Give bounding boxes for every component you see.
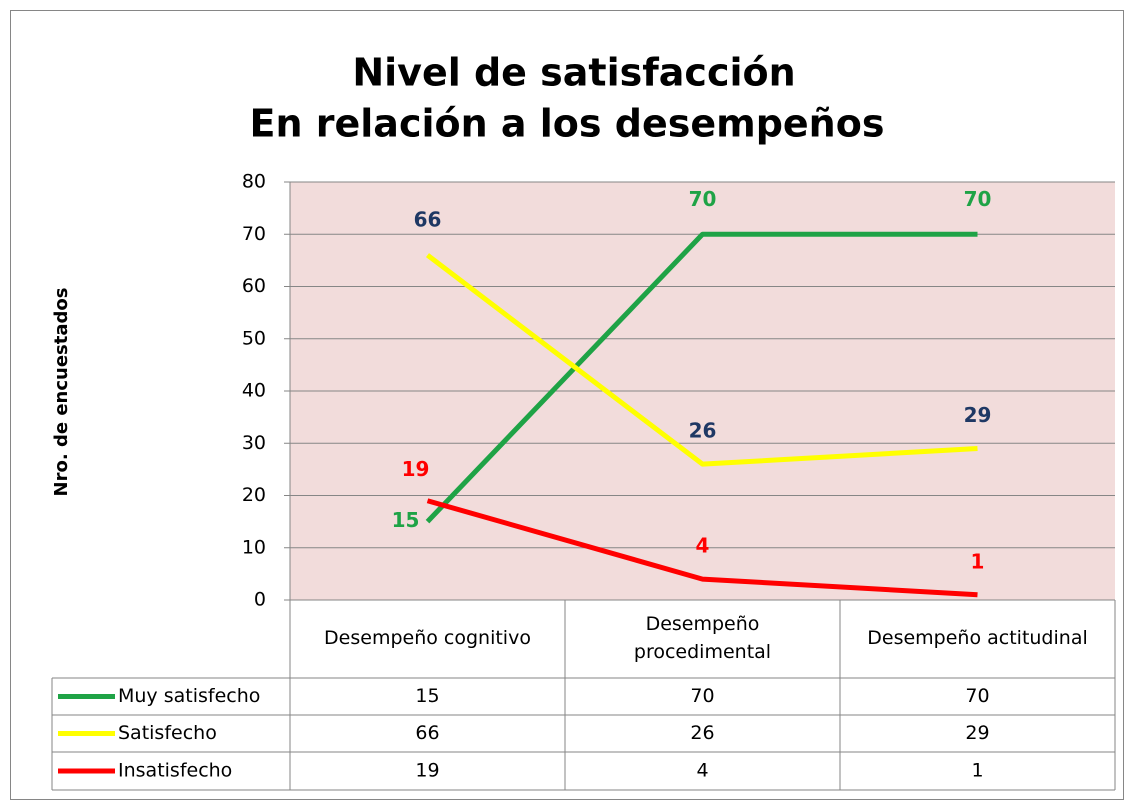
chart-subtitle: En relación a los desempeños	[250, 102, 885, 146]
x-category-cell: Desempeño procedimental	[633, 613, 772, 663]
x-tick-label: Desempeño cognitivo	[324, 627, 531, 650]
data-label: 15	[392, 508, 420, 532]
data-label: 70	[964, 187, 992, 211]
legend-label: Insatisfecho	[118, 760, 232, 782]
y-tick-label: 20	[242, 484, 266, 506]
table-value: 26	[690, 722, 714, 744]
table-value: 15	[415, 685, 439, 707]
y-axis-label: Nro. de encuestados	[51, 288, 72, 497]
legend-label: Muy satisfecho	[118, 685, 260, 707]
data-label: 4	[696, 534, 710, 558]
table-value: 29	[965, 722, 989, 744]
y-tick-label: 40	[242, 380, 266, 402]
table-value: 19	[415, 760, 439, 782]
table-value: 66	[415, 722, 439, 744]
series-line	[425, 253, 978, 467]
x-category-cell: Desempeño actitudinal	[867, 627, 1088, 650]
data-label: 26	[689, 419, 717, 443]
data-label: 19	[402, 457, 430, 481]
series-line	[426, 498, 978, 598]
table-value: 70	[965, 685, 989, 707]
data-label: 66	[414, 208, 442, 232]
data-label: 1	[971, 549, 985, 573]
y-tick-label: 50	[242, 327, 266, 349]
y-tick-label: 80	[242, 171, 266, 193]
y-tick-label: 10	[242, 536, 266, 558]
table-value: 1	[971, 760, 983, 782]
x-category-cell: Desempeño cognitivo	[324, 627, 531, 650]
y-tick-label: 0	[254, 589, 266, 611]
y-tick-label: 30	[242, 432, 266, 454]
data-label: 29	[964, 403, 992, 427]
data-label: 70	[689, 187, 717, 211]
x-tick-label: Desempeño procedimental	[633, 613, 772, 663]
series-line	[425, 231, 978, 524]
table-value: 4	[696, 760, 708, 782]
chart-title: Nivel de satisfacción	[352, 51, 795, 95]
legend-label: Satisfecho	[118, 722, 217, 744]
x-tick-label: Desempeño actitudinal	[867, 627, 1088, 650]
y-tick-label: 60	[242, 275, 266, 297]
table-value: 70	[690, 685, 714, 707]
y-tick-label: 70	[242, 223, 266, 245]
